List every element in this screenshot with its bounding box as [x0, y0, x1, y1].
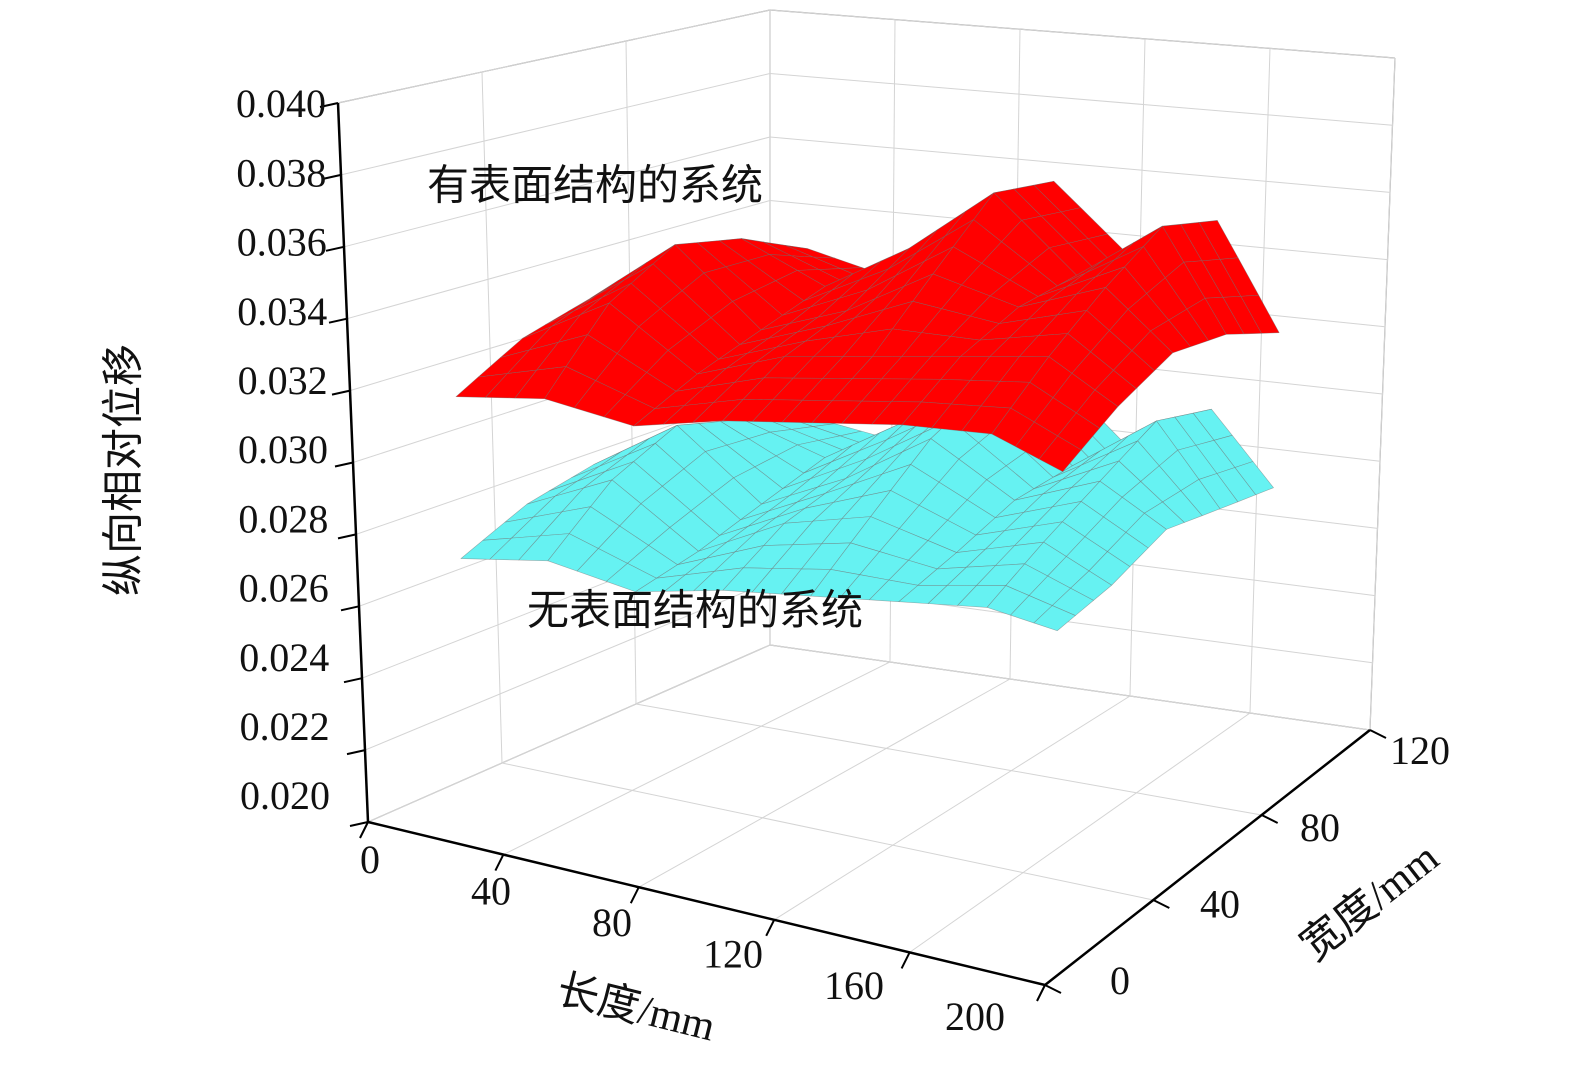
tick-mark	[328, 317, 348, 324]
grid-line	[769, 9, 1396, 59]
y-axis-title: 宽度/mm	[1292, 834, 1448, 970]
grid-line	[769, 644, 1371, 731]
z-tick-label: 0.036	[237, 220, 327, 265]
tick-mark	[359, 821, 369, 839]
tick-mark	[765, 919, 776, 937]
tick-mark	[322, 173, 342, 180]
axis-line	[1044, 729, 1371, 986]
z-tick-label: 0.030	[238, 427, 328, 472]
grid-line	[503, 661, 891, 856]
x-tick-label: 0	[360, 837, 380, 882]
tick-mark	[1261, 814, 1279, 824]
z-tick-label: 0.034	[237, 289, 327, 334]
z-tick-label: 0.028	[238, 496, 328, 541]
tick-mark	[325, 245, 345, 252]
tick-mark	[1044, 984, 1062, 994]
z-tick-label: 0.032	[238, 358, 328, 403]
y-tick-label: 0	[1110, 958, 1130, 1003]
grid-line	[638, 678, 1011, 888]
grid-line	[346, 200, 771, 320]
grid-line	[769, 136, 1391, 193]
surfaces	[455, 180, 1280, 632]
z-axis-title: 纵向相对位移	[101, 344, 148, 596]
y-tick-label: 120	[1390, 728, 1450, 773]
grid-line	[909, 712, 1251, 953]
grid-line	[501, 762, 1154, 901]
x-tick-label: 80	[592, 900, 632, 945]
grid-line	[773, 695, 1131, 921]
tick-mark	[629, 886, 640, 904]
z-tick-label: 0.040	[236, 81, 326, 126]
tick-mark	[349, 821, 369, 827]
grid-line	[340, 73, 771, 176]
grid-line	[635, 703, 1262, 816]
tick-mark	[331, 389, 351, 396]
z-tick-label: 0.020	[240, 773, 330, 818]
z-tick-label: 0.026	[239, 566, 329, 611]
x-tick-label: 200	[945, 994, 1005, 1039]
z-tick-label: 0.022	[240, 704, 330, 749]
tick-mark	[900, 951, 911, 969]
tick-mark	[1369, 729, 1387, 739]
tick-mark	[319, 102, 339, 108]
grid-line	[364, 581, 771, 751]
tick-mark	[343, 677, 363, 684]
tick-mark	[1152, 899, 1170, 909]
z-tick-label: 0.038	[236, 150, 326, 195]
x-tick-label: 120	[703, 931, 763, 976]
annotation: 无表面结构的系统	[527, 589, 863, 635]
surface-facet	[1038, 435, 1082, 472]
tick-mark	[340, 605, 360, 612]
z-tick-label: 0.024	[239, 635, 329, 680]
annotation: 有表面结构的系统	[427, 164, 763, 210]
axis-line	[367, 820, 1046, 987]
x-axis-title: 长度/mm	[552, 967, 720, 1051]
grid-line	[769, 73, 1393, 126]
tick-mark	[346, 749, 366, 756]
grid-line	[337, 9, 771, 104]
y-tick-label: 80	[1300, 805, 1340, 850]
tick-mark	[494, 854, 505, 872]
surface-facet	[1033, 605, 1076, 632]
grid-line	[343, 136, 771, 248]
tick-mark	[1036, 984, 1046, 1002]
grid-line	[367, 644, 771, 823]
x-tick-label: 40	[471, 869, 511, 914]
x-tick-label: 160	[824, 963, 884, 1008]
tick-mark	[337, 533, 357, 540]
y-tick-label: 40	[1200, 882, 1240, 927]
tick-mark	[334, 461, 354, 468]
axes: 0.020 0.022 0.024 0.026 0.028 0.030 0.032 0.034…	[236, 81, 1450, 1039]
